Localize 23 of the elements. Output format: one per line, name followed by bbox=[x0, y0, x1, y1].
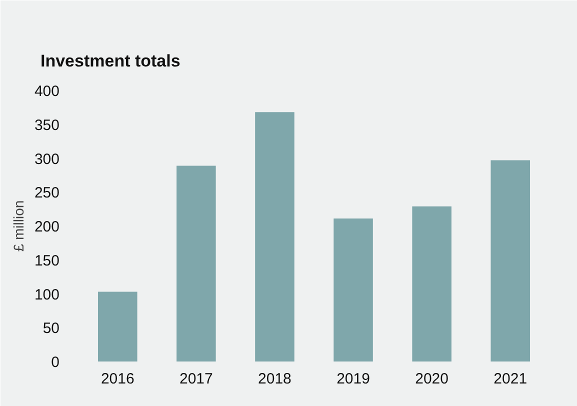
bar bbox=[176, 166, 216, 362]
x-tick-label: 2021 bbox=[494, 370, 528, 388]
y-tick-label: 200 bbox=[34, 218, 60, 236]
y-tick-label: 150 bbox=[34, 252, 60, 270]
x-tick-label: 2017 bbox=[179, 370, 213, 388]
bar bbox=[412, 206, 452, 362]
y-tick-label: 0 bbox=[51, 354, 60, 371]
y-tick-label: 100 bbox=[34, 286, 60, 304]
y-tick-label: 400 bbox=[34, 83, 60, 100]
y-axis-title: £ million bbox=[10, 200, 26, 252]
bar bbox=[490, 160, 530, 362]
y-tick-label: 350 bbox=[34, 116, 60, 134]
x-tick-label: 2018 bbox=[258, 370, 292, 388]
y-tick-label: 250 bbox=[34, 184, 60, 202]
bar bbox=[98, 292, 138, 362]
y-tick-label: 50 bbox=[42, 320, 60, 338]
y-tick-label: 300 bbox=[34, 150, 60, 168]
bar bbox=[255, 112, 294, 362]
x-tick-label: 2016 bbox=[100, 370, 134, 388]
x-tick-label: 2020 bbox=[415, 370, 449, 388]
x-tick-label: 2019 bbox=[336, 370, 370, 388]
chart-title: Investment totals bbox=[40, 52, 180, 70]
bar bbox=[334, 218, 373, 362]
